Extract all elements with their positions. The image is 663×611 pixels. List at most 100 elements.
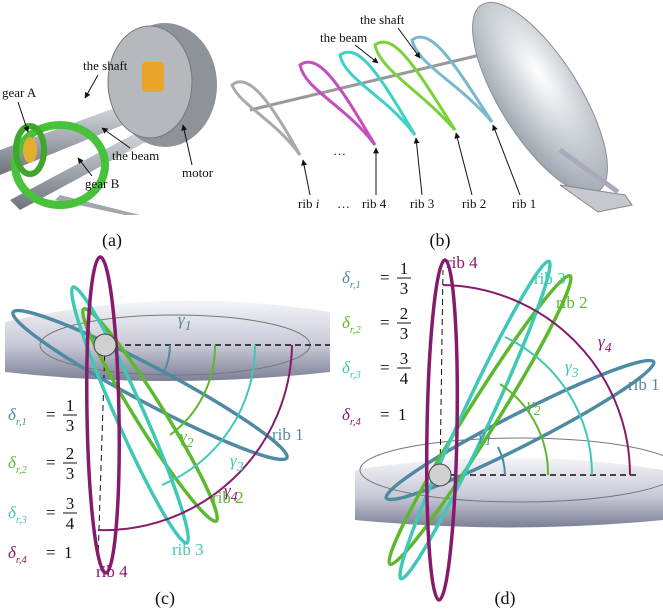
math-symbol: δr,3 — [342, 358, 361, 381]
label: motor — [182, 165, 214, 180]
rib-label: rib 2 — [556, 293, 588, 312]
label: rib 2 — [462, 196, 486, 211]
subscript: r,3 — [350, 370, 361, 381]
hub — [94, 334, 116, 356]
relation: = — [46, 543, 56, 562]
subscript: 3 — [571, 365, 579, 380]
rib-var: i — [316, 196, 320, 211]
rib-label: rib 4 — [96, 562, 128, 581]
label: gear A — [2, 85, 37, 100]
subscript: 4 — [605, 340, 612, 355]
math-symbol: δr,2 — [8, 453, 27, 476]
subscript: r,2 — [16, 465, 28, 476]
label: the shaft — [83, 58, 128, 73]
subscript: r,1 — [16, 417, 27, 428]
subscript: 2 — [187, 435, 194, 450]
rib-label: rib 4 — [446, 253, 478, 272]
label: rib 3 — [410, 196, 434, 211]
subscript: 4 — [231, 489, 238, 504]
relation: = — [380, 313, 390, 332]
arrow — [456, 133, 472, 195]
arrow — [416, 138, 422, 195]
math-symbol: δr,1 — [8, 405, 27, 428]
rib-label: rib 1 — [272, 425, 304, 444]
figure: gear A the shaft the beam gear B motor t… — [0, 0, 663, 611]
relation: = — [380, 405, 390, 424]
relation: = — [46, 405, 56, 424]
label: rib 4 — [362, 196, 387, 211]
arrow — [493, 125, 520, 195]
reference — [440, 270, 443, 475]
denominator: 3 — [66, 416, 75, 435]
subscript: r,2 — [350, 325, 362, 336]
panel-b: the beam the shaft … rib i … rib 4 rib 3… — [232, 0, 632, 212]
ribs — [232, 37, 492, 155]
math-symbol: δr,2 — [342, 313, 361, 336]
math-symbol: δr,4 — [342, 405, 361, 428]
label: the beam — [320, 30, 367, 45]
denominator: 4 — [400, 369, 409, 388]
caption: (c) — [155, 588, 175, 609]
subscript: r,1 — [350, 280, 361, 291]
rib-outline — [340, 52, 415, 135]
subscript: 1 — [185, 318, 192, 333]
beam — [250, 55, 480, 110]
math-symbol: γ2 — [527, 395, 541, 418]
math-symbol: δr,4 — [8, 543, 27, 566]
label: rib 1 — [512, 196, 536, 211]
arrow — [303, 160, 310, 195]
subscript: 2 — [534, 403, 541, 418]
disk — [355, 458, 663, 528]
rib-outline — [232, 82, 300, 155]
label: the beam — [112, 148, 159, 163]
coupling — [142, 62, 164, 92]
denominator: 4 — [66, 514, 75, 533]
gear-a — [23, 137, 37, 163]
denominator: 3 — [400, 279, 409, 298]
rib-outline — [375, 42, 455, 130]
subscript: r,4 — [16, 555, 28, 566]
subscript: 3 — [236, 459, 244, 474]
math-symbol: γ4 — [598, 332, 612, 355]
rib-label: rib 1 — [628, 375, 660, 394]
relation: = — [380, 358, 390, 377]
ellipsis: … — [337, 196, 350, 211]
rib-outline — [300, 62, 375, 145]
numerator: 3 — [400, 349, 409, 368]
rib-word: rib — [298, 196, 312, 211]
caption: (a) — [102, 230, 122, 251]
caption: (d) — [495, 588, 516, 609]
caption: (b) — [430, 230, 451, 251]
label: gear B — [85, 176, 120, 191]
denominator: 3 — [400, 324, 409, 343]
numerator: 3 — [66, 494, 75, 513]
math-symbol: δr,1 — [342, 268, 361, 291]
numerator: 1 — [400, 259, 409, 278]
subscript: r,3 — [16, 515, 27, 526]
math-symbol: γ2 — [180, 427, 194, 450]
label: rib i — [298, 196, 320, 211]
denominator: 3 — [66, 464, 75, 483]
relation: = — [380, 268, 390, 287]
rib-outline — [388, 255, 561, 584]
rib-label: rib 3 — [172, 540, 204, 559]
subscript: r,4 — [350, 417, 362, 428]
subscript: 1 — [485, 433, 492, 448]
hub — [429, 464, 451, 486]
numerator: 1 — [66, 396, 75, 415]
relation: = — [46, 503, 56, 522]
ratio-value: 1 — [398, 405, 407, 424]
disk — [5, 301, 330, 381]
relation: = — [46, 453, 56, 472]
panel-a: gear A the shaft the beam gear B motor — [0, 0, 222, 215]
rib-label: rib 3 — [534, 269, 566, 288]
ribs — [377, 255, 661, 600]
math-symbol: γ3 — [230, 451, 244, 474]
numerator: 2 — [400, 304, 409, 323]
label: the shaft — [360, 12, 405, 27]
math-symbol: γ3 — [565, 357, 579, 380]
math-symbol: δr,3 — [8, 503, 27, 526]
numerator: 2 — [66, 444, 75, 463]
ratio-value: 1 — [64, 543, 73, 562]
ellipsis: … — [333, 143, 346, 158]
